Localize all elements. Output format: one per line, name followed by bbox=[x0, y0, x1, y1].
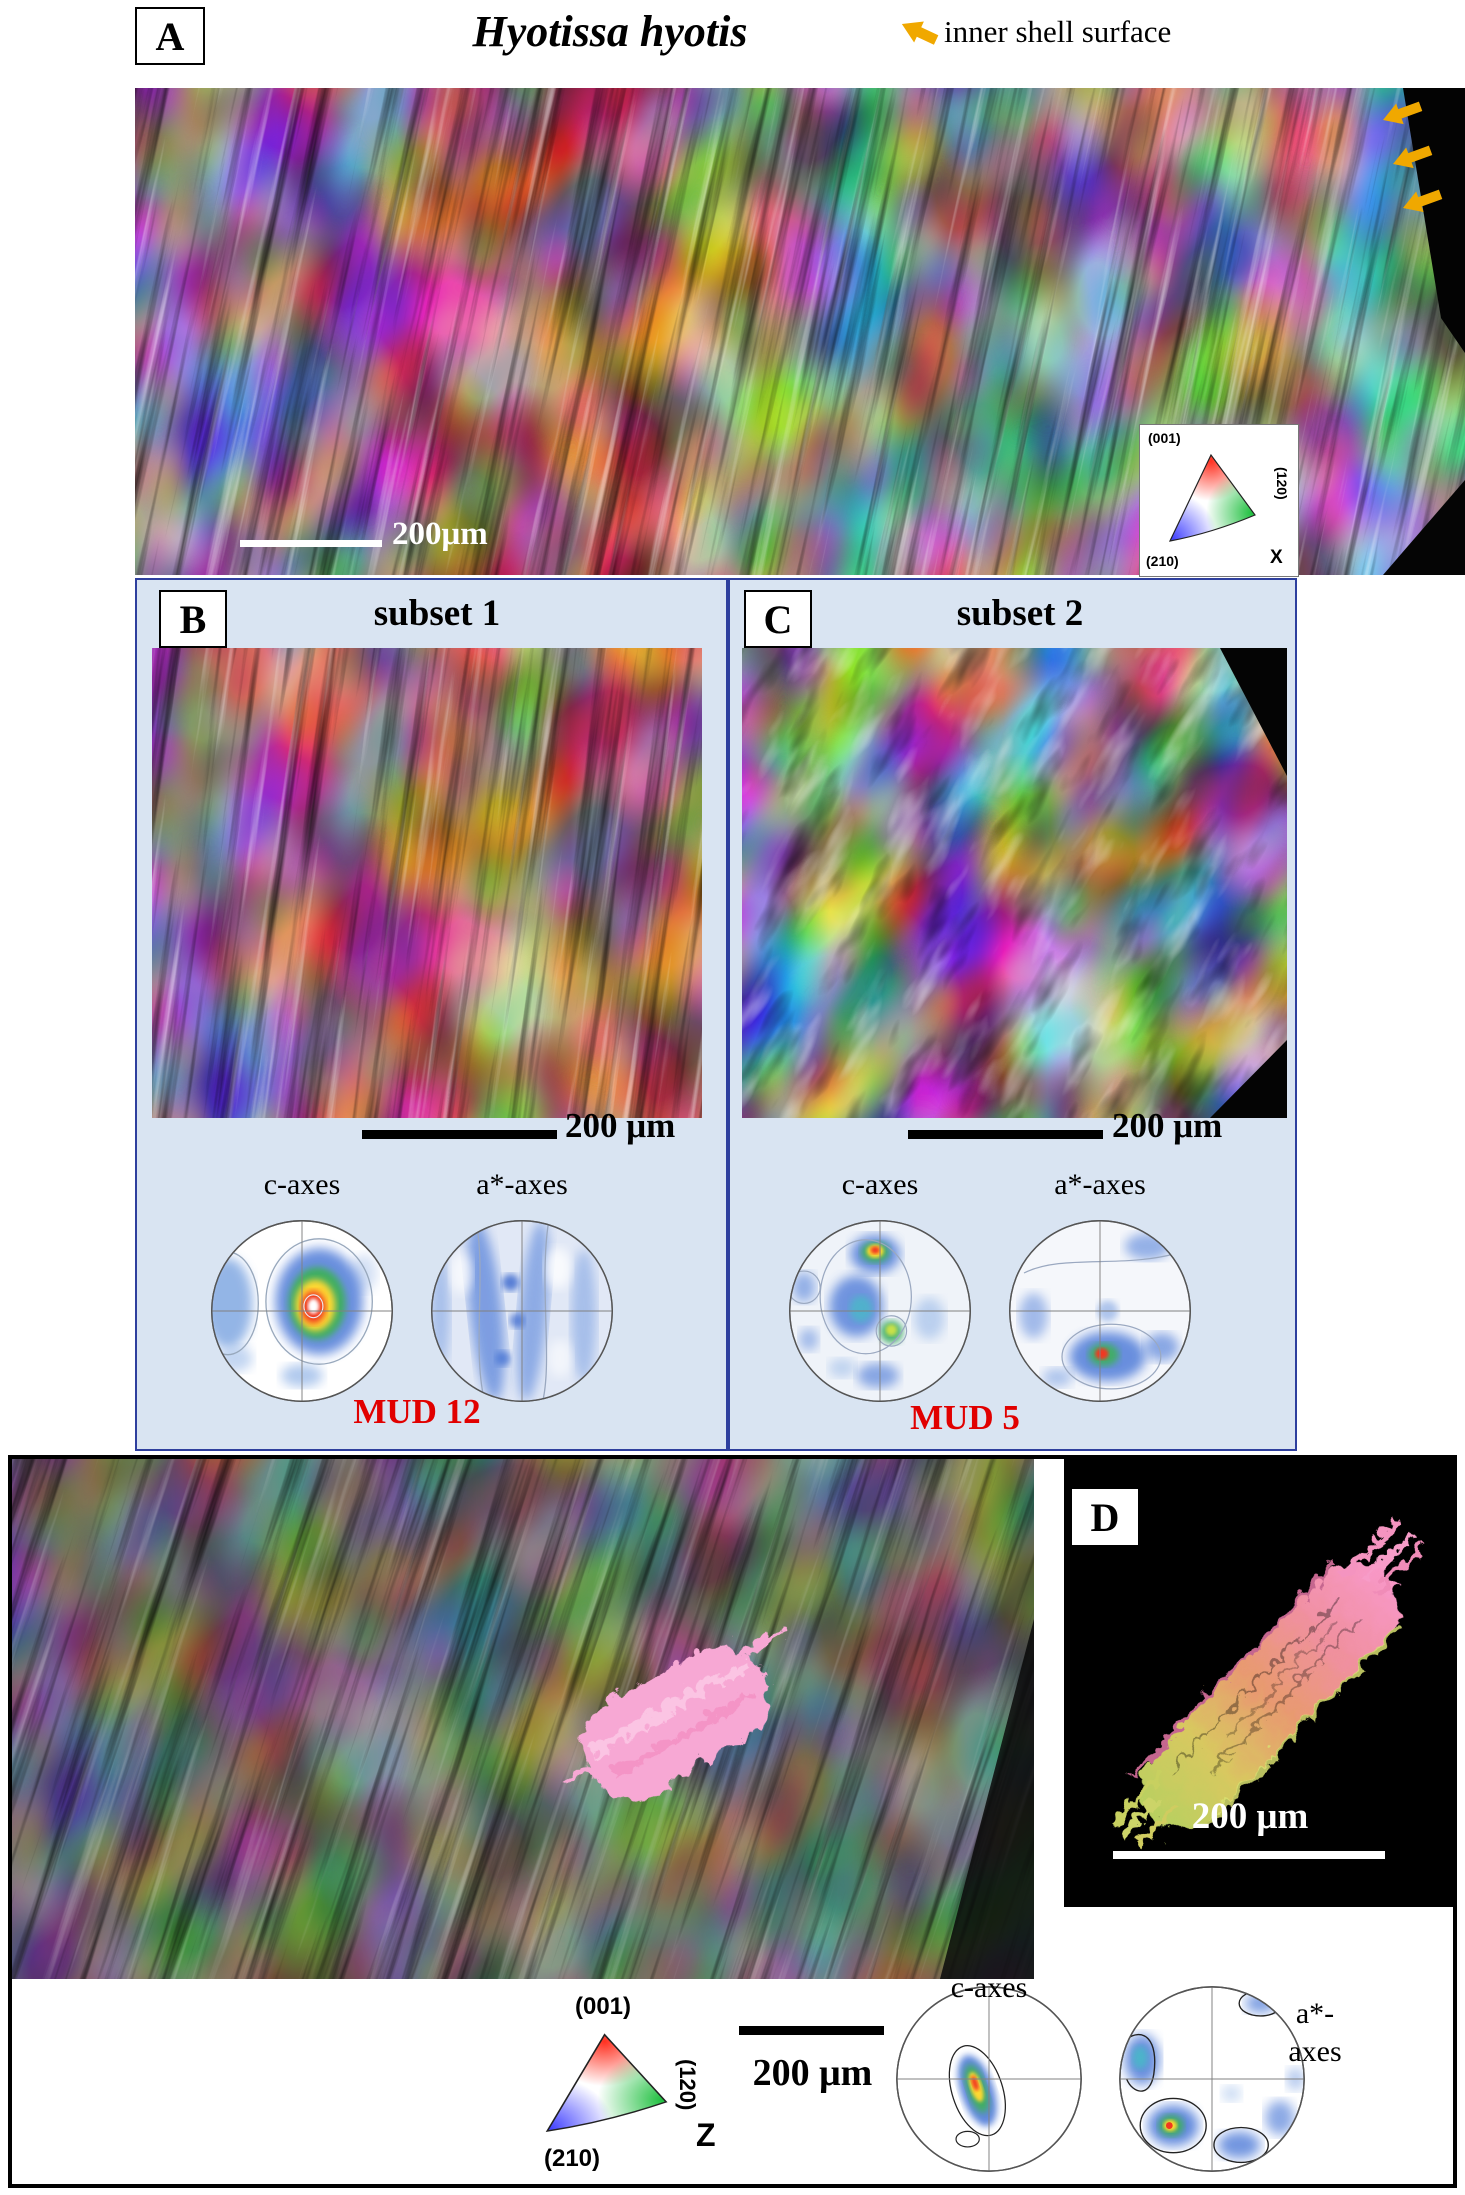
mud-value-b: MUD 12 bbox=[353, 1392, 481, 1431]
panel-c-letter: C bbox=[763, 596, 793, 642]
yellow-arrow-icon bbox=[901, 21, 939, 45]
key-z-001: (001) bbox=[574, 1993, 632, 2020]
pf-b-c-label: c-axes bbox=[263, 1168, 341, 1201]
scale-label-a: 200μm bbox=[392, 516, 488, 552]
key-a-120: (120) bbox=[1274, 467, 1290, 500]
scale-bar-b bbox=[362, 1130, 557, 1139]
panel-d-letter: D bbox=[1090, 1494, 1120, 1540]
key-z-210: (210) bbox=[543, 2145, 601, 2172]
pf-bottom-astar-label: a*- axes bbox=[1270, 1995, 1360, 2070]
isolated-crystal-d bbox=[1064, 1459, 1453, 1907]
panel-b-letter: B bbox=[179, 596, 207, 642]
panel-b-subtitle: subset 1 bbox=[373, 593, 501, 634]
pole-figure-b-c-axes bbox=[211, 1220, 393, 1402]
inner-shell-annotation-text: inner shell surface bbox=[944, 14, 1172, 49]
key-a-210: (210) bbox=[1146, 553, 1179, 569]
pf-c-a-label: a*-axes bbox=[1054, 1168, 1146, 1201]
ebsd-map-a bbox=[135, 88, 1465, 575]
scale-bar-d bbox=[1113, 1851, 1385, 1859]
key-z-axis: Z bbox=[696, 2117, 716, 2153]
pf-bottom-astar-label-line1: a*- bbox=[1295, 1997, 1335, 2030]
key-a-axis: X bbox=[1270, 547, 1283, 568]
panel-b-label: B bbox=[159, 590, 227, 648]
ipf-triangle-z-icon bbox=[545, 2033, 668, 2132]
color-key-a: (001) (210) (120) X bbox=[1139, 424, 1299, 577]
key-a-001: (001) bbox=[1148, 430, 1181, 446]
pf-bottom-c-label: c-axes bbox=[950, 1971, 1028, 2004]
pole-figure-c-c-axes bbox=[789, 1220, 971, 1402]
panel-a-letter: A bbox=[155, 13, 185, 59]
panel-b: B subset 1 200 μm c-axes a*-axes bbox=[135, 578, 728, 1451]
pf-b-a-label: a*-axes bbox=[476, 1168, 568, 1201]
scale-label-c: 200 μm bbox=[1112, 1106, 1223, 1145]
ebsd-map-a-svg bbox=[135, 88, 1465, 575]
mud-value-c: MUD 5 bbox=[910, 1398, 1020, 1437]
pole-figure-bottom-c-axes bbox=[896, 1986, 1082, 2172]
pf-c-c-label: c-axes bbox=[841, 1168, 919, 1201]
bottom-panel: D 200 μm (001) (210) (120) Z 200 μm bbox=[8, 1455, 1457, 2188]
pole-figure-b-astar-axes bbox=[431, 1220, 613, 1402]
scale-label-d: 200 μm bbox=[1191, 1796, 1309, 1837]
scale-bar-bottom bbox=[739, 2026, 884, 2035]
panel-c: C subset 2 200 μm c-axes a*-axes bbox=[728, 578, 1297, 1451]
pole-figure-bottom-astar-axes bbox=[1119, 1986, 1305, 2172]
key-z-120: (120) bbox=[675, 2059, 700, 2111]
pole-figure-c-astar-axes bbox=[1009, 1220, 1191, 1402]
shell-surface-arrow-icons bbox=[1383, 101, 1443, 213]
panel-a-label: A bbox=[135, 7, 205, 65]
scale-label-b: 200 μm bbox=[565, 1106, 676, 1145]
ebsd-map-bottom bbox=[12, 1459, 1034, 1979]
scale-label-bottom: 200 μm bbox=[752, 2052, 873, 2094]
figure-title: Hyotissa hyotis bbox=[472, 7, 748, 56]
pf-bottom-astar-label-line2: axes bbox=[1288, 2034, 1342, 2068]
inner-shell-annotation: inner shell surface bbox=[898, 14, 1171, 50]
panel-c-subtitle: subset 2 bbox=[956, 593, 1084, 634]
scale-bar-a bbox=[240, 540, 382, 547]
panel-d-area bbox=[1064, 1459, 1453, 1907]
ebsd-map-c bbox=[742, 648, 1287, 1118]
panel-c-label: C bbox=[744, 590, 812, 648]
highlighted-pink-crystal bbox=[555, 1624, 779, 1798]
ipf-triangle-a-icon bbox=[1168, 453, 1256, 542]
ebsd-map-b bbox=[152, 648, 702, 1118]
scale-bar-c bbox=[908, 1130, 1103, 1139]
panel-d-label: D bbox=[1072, 1489, 1138, 1545]
